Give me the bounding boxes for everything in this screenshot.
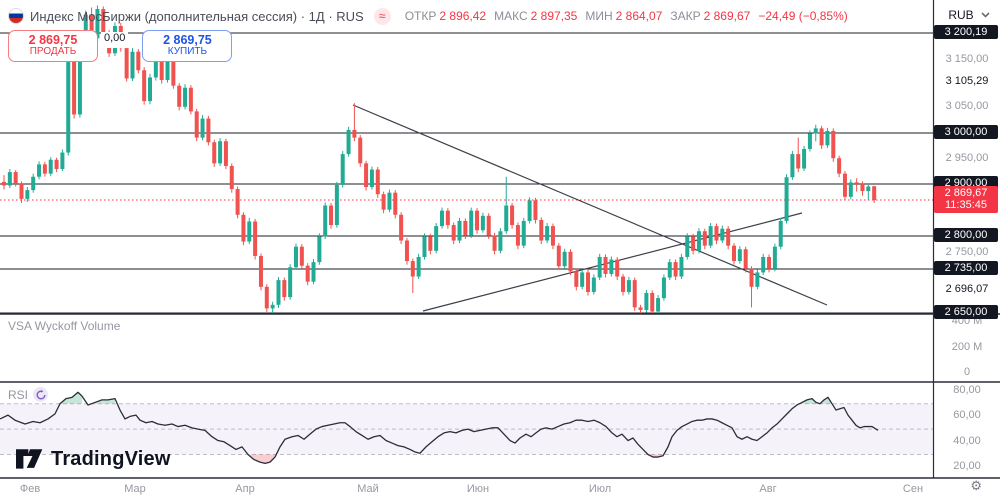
russia-flag-icon: [8, 8, 24, 24]
sell-price: 2 869,75: [28, 33, 78, 47]
high-label: МАКС: [494, 9, 528, 23]
chevron-down-icon: [981, 11, 990, 18]
tradingview-watermark-text: TradingView: [51, 448, 171, 470]
time-axis-month[interactable]: Авг: [759, 483, 777, 495]
time-axis-month[interactable]: Фев: [19, 483, 41, 495]
hline-price-label[interactable]: 2 735,00: [934, 261, 998, 275]
price-scale-tick: 20,00: [953, 460, 981, 472]
spread-value: 0,00: [101, 32, 129, 48]
tradingview-watermark: TradingView: [16, 448, 171, 471]
sell-button[interactable]: 2 869,75 ПРОДАТЬ: [8, 30, 98, 62]
high-value: 2 897,35: [530, 9, 578, 23]
low-value: 2 864,07: [615, 9, 663, 23]
axis-settings-gear-icon[interactable]: ⚙: [970, 478, 982, 493]
last-price-label[interactable]: 2 869,67 11:35:45: [934, 186, 998, 213]
time-axis-month[interactable]: Сен: [902, 483, 924, 495]
currency-selector[interactable]: RUB: [942, 4, 996, 25]
price-scale-tick: 3 050,00: [945, 100, 989, 112]
price-scale-tick: 3 150,00: [945, 53, 989, 65]
trade-panel: 2 869,75 ПРОДАТЬ 0,00 2 869,75 КУПИТЬ: [8, 30, 233, 62]
time-axis-month[interactable]: Апр: [235, 483, 255, 495]
close-value: 2 869,67: [703, 9, 751, 23]
close-label: ЗАКР: [670, 9, 701, 23]
price-scale-tick: 40,00: [953, 435, 981, 447]
time-axis-month[interactable]: Июн: [466, 483, 490, 495]
buy-label: КУПИТЬ: [167, 46, 208, 57]
last-price-value: 2 869,67: [944, 187, 988, 199]
buy-button[interactable]: 2 869,75 КУПИТЬ: [142, 30, 233, 62]
refresh-loop-icon[interactable]: [33, 387, 49, 402]
currency-label: RUB: [948, 7, 974, 22]
sell-label: ПРОДАТЬ: [29, 46, 77, 57]
tradingview-logo-icon: [16, 448, 43, 469]
price-scale-value: 3 105,29: [945, 75, 989, 87]
buy-price: 2 869,75: [163, 33, 212, 47]
hline-price-label[interactable]: 3 200,19: [934, 25, 998, 39]
price-scale-tick: 80,00: [953, 384, 981, 396]
time-axis-month[interactable]: Июл: [588, 483, 612, 495]
last-price-countdown: 11:35:45: [944, 198, 987, 211]
price-scale-tick: 60,00: [953, 409, 981, 421]
change-value: −24,49 (−0,85%): [758, 9, 848, 23]
low-label: МИН: [585, 9, 613, 23]
price-scale-tick: 2 950,00: [945, 152, 989, 164]
price-scale-tick: 200 M: [951, 341, 983, 353]
approx-values-icon: ≈: [373, 7, 391, 25]
price-scale-tick: 0: [963, 366, 971, 378]
hline-price-label[interactable]: 2 650,00: [934, 305, 998, 319]
price-scale-value: 2 696,07: [945, 283, 989, 295]
time-axis-month[interactable]: Мар: [124, 483, 146, 495]
price-scale-tick: 2 750,00: [945, 246, 989, 258]
open-value: 2 896,42: [439, 9, 487, 23]
rsi-indicator-row[interactable]: RSI: [8, 387, 49, 402]
open-label: ОТКР: [404, 9, 437, 23]
volume-indicator-label[interactable]: VSA Wyckoff Volume: [8, 319, 121, 333]
hline-price-label[interactable]: 3 000,00: [934, 125, 998, 139]
time-axis-month[interactable]: Май: [357, 483, 379, 495]
symbol-legend[interactable]: Индекс МосБиржи (дополнительная сессия) …: [8, 6, 848, 26]
rsi-indicator-label: RSI: [8, 387, 29, 402]
hline-price-label[interactable]: 2 800,00: [934, 228, 998, 242]
ohlc-readout: ОТКР 2 896,42 МАКС 2 897,35 МИН 2 864,07…: [405, 9, 848, 23]
symbol-title[interactable]: Индекс МосБиржи (дополнительная сессия) …: [30, 8, 364, 24]
